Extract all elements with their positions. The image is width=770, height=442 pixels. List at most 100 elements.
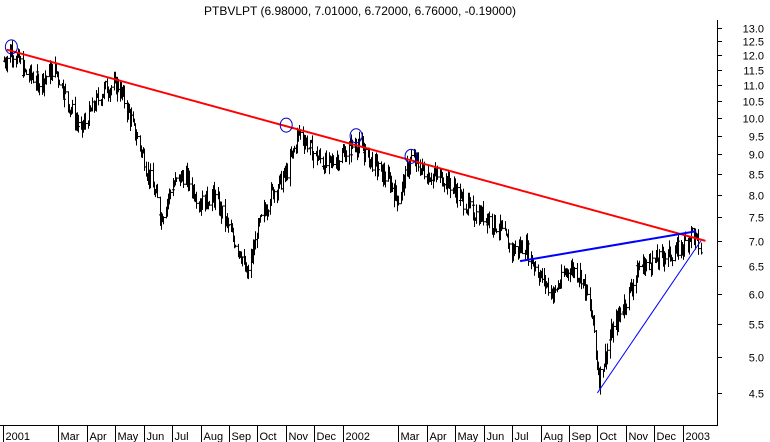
price-bar [651,250,654,276]
highlight-circle [404,148,418,164]
price-bar [501,220,504,230]
x-tick-label: 2001 [6,431,30,442]
y-tick-label: 12.5 [743,37,764,49]
price-bar [488,211,491,229]
x-tick-label: Sep [232,431,252,442]
y-tick-label: 8.5 [749,170,764,182]
price-bar [6,55,9,73]
x-tick-label: Jun [147,431,165,442]
price-bar [664,252,667,265]
price-bar [208,200,211,206]
x-tick-label: Mar [61,431,80,442]
price-bar [169,189,172,200]
price-bar [19,55,22,65]
price-bar [495,228,498,234]
x-tick-label: Oct [600,431,617,442]
price-bar [227,217,230,233]
price-bar [286,163,289,181]
price-bar [384,171,387,188]
price-bar [456,182,459,208]
price-bar [514,240,517,254]
price-bar [110,85,113,96]
price-bar [64,83,67,95]
price-bar [325,150,328,169]
y-tick-label: 8.0 [749,191,764,203]
x-tick-label: Jul [175,431,189,442]
x-tick-label: Apr [90,431,107,442]
x-tick-label: 2002 [346,431,370,442]
x-tick-label: Oct [260,431,277,442]
price-bar [319,148,322,164]
price-bar [449,177,452,199]
y-tick-label: 13.0 [743,24,764,36]
price-bar [273,189,276,203]
price-bar [625,303,628,316]
price-bar [12,55,15,68]
price-bar [201,190,204,210]
price-bar [560,264,563,289]
price-bar [410,149,413,160]
price-bar [371,151,374,172]
price-bar [25,69,28,75]
chart-title: PTBVLPT (6.98000, 7.01000, 6.72000, 6.76… [204,4,516,18]
x-tick-label: Dec [657,431,677,442]
price-bar [377,162,380,171]
price-bar [136,131,139,139]
price-bar [312,150,315,169]
price-bar [84,112,87,130]
x-tick-label: May [118,431,139,442]
y-tick-label: 10.0 [743,114,764,126]
y-tick-label: 9.0 [749,150,764,162]
price-bar [700,242,703,255]
y-tick-label: 5.5 [749,320,764,332]
y-axis-ticks: 4.5 5.0 5.5 6.0 6.5 7.0 7.5 8.0 8.5 9.0 9.5 10.0 10.… [718,24,764,401]
price-bar [599,366,602,395]
price-bar [38,83,41,96]
price-bar [123,85,126,109]
x-tick-label: 2003 [686,431,710,442]
price-bar [71,99,74,114]
price-bars [3,40,703,395]
price-bar [469,197,472,209]
price-bar [260,214,263,217]
price-bar [508,242,511,253]
x-tick-label: Aug [544,431,564,442]
y-tick-label: 5.0 [749,353,764,365]
price-bar [214,189,217,211]
y-tick-label: 11.5 [743,66,764,78]
price-bar [645,259,648,272]
price-bar [149,163,152,189]
x-axis-ticks: 2001 Mar Apr May Jun Jul Aug Sep Oct Nov Dec 2002 Ma… [3,426,710,442]
price-bar [521,240,524,255]
price-bar [573,266,576,279]
price-bar [677,233,680,260]
price-bar [612,321,615,343]
price-bar [638,260,641,271]
price-bar [482,200,485,226]
trendline [6,48,706,242]
price-bar [345,150,348,162]
x-tick-label: Jul [515,431,529,442]
trendline [519,230,697,263]
y-tick-label: 7.0 [749,237,764,249]
highlight-circle [349,128,363,144]
highlight-circles [4,39,418,164]
price-bar [586,284,589,296]
price-bar [299,130,302,140]
price-bar [658,249,661,271]
price-bar [619,307,622,323]
highlight-circle [279,117,293,133]
price-bar [534,261,537,272]
price-bar [632,279,635,301]
price-bar [247,264,250,280]
y-tick-label: 4.5 [749,389,764,401]
y-tick-label: 6.5 [749,262,764,274]
y-tick-label: 9.5 [749,132,764,144]
x-tick-label: Aug [204,431,224,442]
price-bar [671,257,674,267]
x-tick-label: Nov [629,431,649,442]
price-bar [221,205,224,219]
y-tick-label: 12.0 [743,51,764,63]
price-bar [195,191,198,209]
